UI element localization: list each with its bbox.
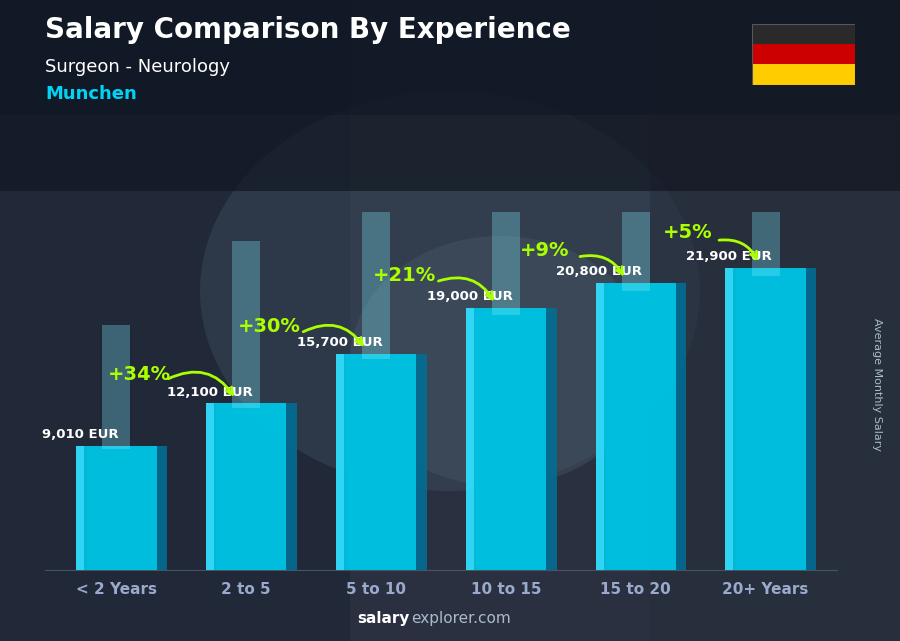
Ellipse shape: [350, 236, 650, 486]
Text: salary: salary: [357, 611, 410, 626]
Bar: [725, 268, 734, 570]
Bar: [752, 0, 779, 276]
Bar: [76, 446, 157, 570]
Bar: [362, 142, 391, 359]
Bar: [465, 308, 546, 570]
Text: 9,010 EUR: 9,010 EUR: [41, 428, 119, 441]
Text: 21,900 EUR: 21,900 EUR: [687, 250, 772, 263]
Text: +9%: +9%: [520, 241, 570, 260]
Text: Average Monthly Salary: Average Monthly Salary: [872, 318, 883, 451]
Bar: [103, 325, 130, 449]
Bar: [596, 283, 604, 570]
Text: explorer.com: explorer.com: [411, 611, 511, 626]
Text: +5%: +5%: [663, 223, 713, 242]
Bar: [86, 446, 167, 570]
Bar: [735, 268, 816, 570]
Bar: [76, 446, 85, 570]
Text: 12,100 EUR: 12,100 EUR: [167, 386, 253, 399]
Ellipse shape: [200, 91, 700, 491]
Bar: [0, 0, 900, 191]
Bar: [476, 308, 556, 570]
Bar: [725, 268, 806, 570]
Bar: [232, 240, 260, 408]
Bar: [216, 403, 297, 570]
Text: 15,700 EUR: 15,700 EUR: [297, 336, 382, 349]
Bar: [206, 403, 214, 570]
Bar: [465, 308, 473, 570]
Text: Munchen: Munchen: [45, 85, 137, 103]
Bar: [622, 3, 650, 290]
Text: Salary Comparison By Experience: Salary Comparison By Experience: [45, 16, 571, 44]
Bar: [346, 354, 427, 570]
Text: +21%: +21%: [373, 266, 436, 285]
Bar: [596, 283, 676, 570]
Text: Surgeon - Neurology: Surgeon - Neurology: [45, 58, 230, 76]
Bar: [752, 64, 855, 85]
Text: +34%: +34%: [108, 365, 171, 384]
Bar: [0, 0, 350, 641]
Bar: [206, 403, 286, 570]
Bar: [650, 0, 900, 641]
Bar: [336, 354, 344, 570]
Bar: [752, 24, 855, 44]
Text: +30%: +30%: [238, 317, 302, 336]
Bar: [606, 283, 687, 570]
Bar: [491, 53, 520, 315]
Text: 20,800 EUR: 20,800 EUR: [556, 265, 643, 278]
Bar: [752, 44, 855, 64]
Text: 19,000 EUR: 19,000 EUR: [427, 290, 512, 303]
Bar: [336, 354, 417, 570]
